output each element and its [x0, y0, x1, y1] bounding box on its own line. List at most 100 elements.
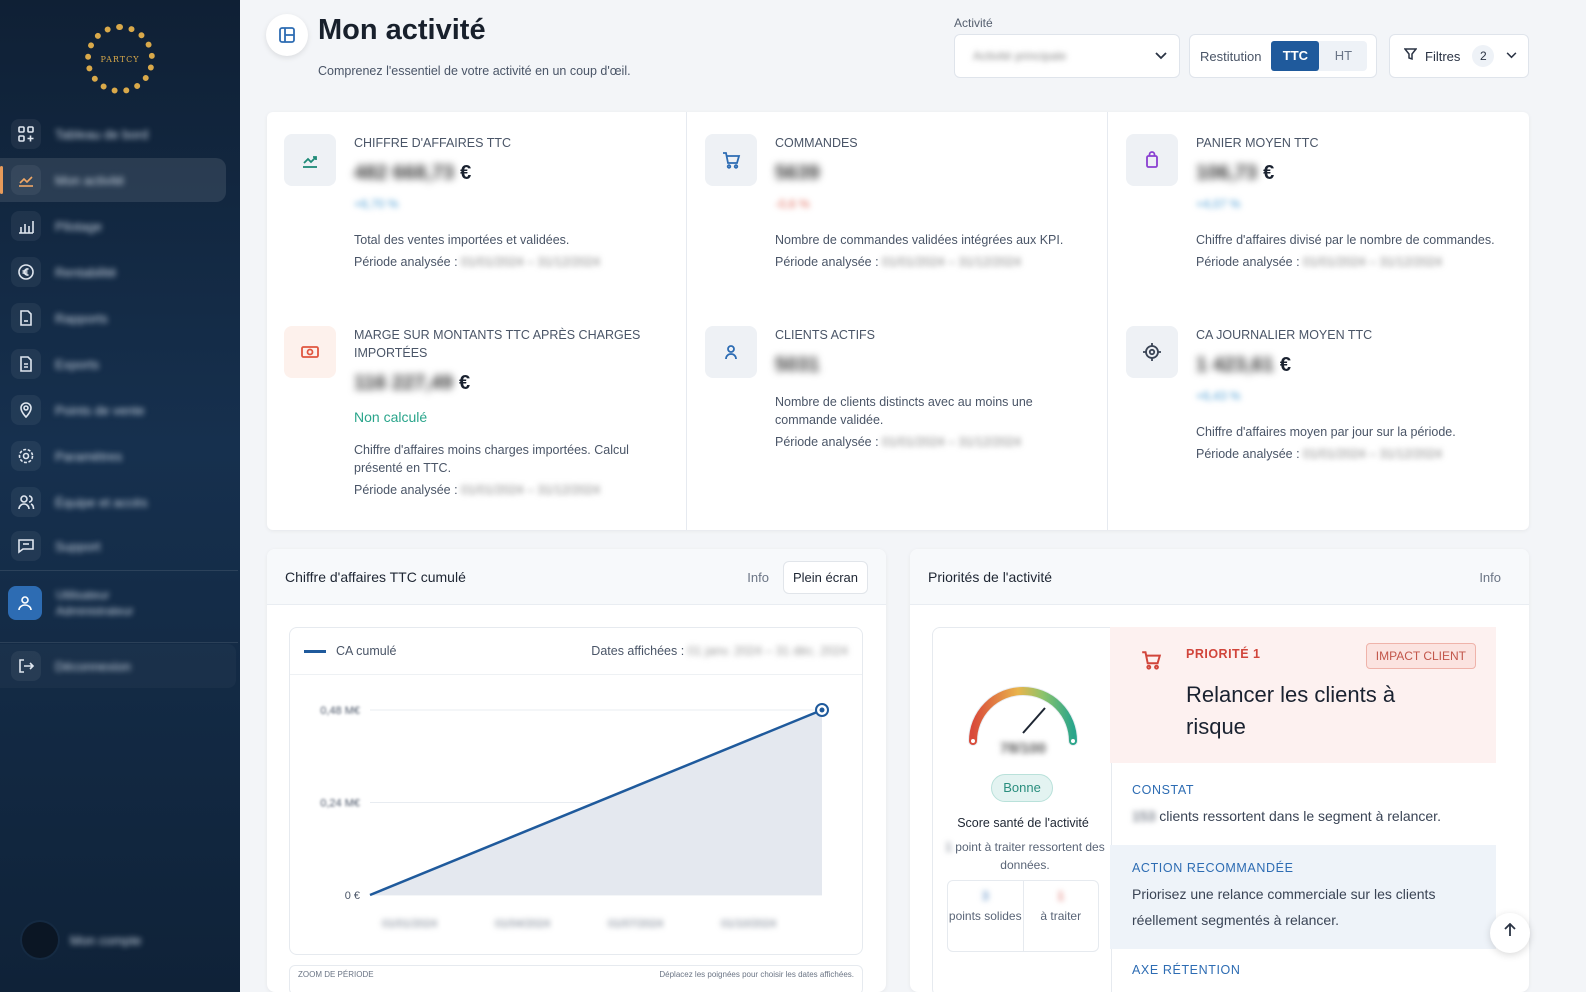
bar-chart-icon — [11, 211, 41, 241]
kpi-unit: € — [1279, 354, 1291, 376]
sidebar-item-rapports[interactable]: Rapports — [0, 296, 226, 340]
kpi-divider — [686, 112, 687, 530]
kpi-label: CA JOURNALIER MOYEN TTC — [1196, 328, 1373, 342]
user-name: Utilisateur — [56, 588, 110, 602]
kpi-value: 5639 — [775, 162, 820, 184]
score-stats: 3 points solides 1 à traiter — [947, 880, 1099, 952]
stat-todo-num: 1 — [1057, 889, 1065, 903]
cumulative-revenue-card: Chiffre d'affaires TTC cumulé Info Plein… — [267, 549, 886, 992]
kpi-label: CLIENTS ACTIFS — [775, 328, 876, 342]
period-zoom[interactable]: ZOOM DE PÉRIODE Déplacez les poignées po… — [289, 965, 863, 992]
logo-text: PARTCY — [100, 54, 140, 64]
kpi-description: Total des ventes importées et validées. — [354, 233, 570, 247]
sidebar-item-label: Rentabilité — [55, 264, 117, 280]
filters-count-badge: 2 — [1472, 45, 1495, 67]
constat-count: 153 — [1132, 808, 1156, 824]
dates-label: Dates affichées : — [591, 644, 685, 658]
zoom-hint: Déplacez les poignées pour choisir les d… — [659, 970, 854, 979]
sidebar-item-label: Points de vente — [55, 402, 145, 418]
y-tick-label: 0 € — [345, 890, 360, 902]
layout-icon — [266, 14, 308, 56]
trend-chart-icon — [284, 134, 336, 186]
fullscreen-button[interactable]: Plein écran — [782, 560, 868, 594]
score-sub-count: 1 — [945, 840, 952, 854]
chevron-down-icon — [1155, 47, 1167, 65]
activity-label: Activité — [954, 16, 993, 30]
kpi-description: Chiffre d'affaires divisé par le nombre … — [1196, 233, 1495, 247]
sidebar-item-support[interactable]: Support — [0, 524, 226, 568]
logout-button[interactable]: Déconnexion — [0, 644, 236, 688]
kpi-period: 01/01/2024 – 31/12/2024 — [461, 483, 601, 497]
sidebar-divider — [0, 570, 238, 571]
axe-title: AXE RÉTENTION — [1132, 963, 1241, 977]
sidebar-item-activity[interactable]: Mon activité — [0, 158, 226, 202]
grid-plus-icon — [11, 119, 41, 149]
chevron-down-icon — [1506, 51, 1517, 62]
kpi-panel: CHIFFRE D'AFFAIRES TTC 482 668,73 € +6,70… — [267, 112, 1529, 530]
sidebar-item-parametres[interactable]: Paramètres — [0, 434, 226, 478]
kpi-description: Chiffre d'affaires moyen par jour sur la… — [1196, 425, 1456, 439]
action-title: ACTION RECOMMANDÉE — [1132, 861, 1294, 875]
kpi-period: 01/01/2024 – 31/12/2024 — [461, 255, 601, 269]
bottom-user[interactable]: Mon compte — [22, 922, 142, 958]
chart-legend: CA cumulé — [304, 644, 396, 658]
cart-icon — [705, 134, 757, 186]
info-button[interactable]: Info — [1479, 569, 1501, 585]
info-button[interactable]: Info — [747, 569, 769, 585]
kpi-value: 482 668,73 — [354, 162, 455, 184]
kpi-period-label: Période analysée : — [1196, 447, 1300, 461]
sidebar-item-pilotage[interactable]: Pilotage — [0, 204, 226, 248]
kpi-value: 116 227,49 — [354, 372, 453, 394]
svg-text:78/100: 78/100 — [1000, 740, 1046, 757]
sidebar-item-dashboard[interactable]: Tableau de bord — [0, 112, 226, 156]
sidebar-item-label: Support — [55, 538, 101, 554]
kpi-divider — [1107, 112, 1108, 530]
sidebar-divider — [0, 642, 238, 643]
sidebar-item-equipe[interactable]: Équipe et accès — [0, 480, 226, 524]
user-role: Administrateur — [56, 604, 134, 618]
kpi-description: Nombre de clients distincts avec au moin… — [775, 395, 1033, 427]
brand-logo[interactable]: PARTCY — [85, 24, 155, 94]
sidebar-item-label: Rapports — [55, 310, 108, 326]
card-title: Priorités de l'activité — [928, 568, 1053, 585]
kpi-period: 01/01/2024 – 31/12/2024 — [1303, 255, 1443, 269]
sidebar-item-exports[interactable]: Exports — [0, 342, 226, 386]
kpi-period-label: Période analysée : — [775, 435, 879, 449]
kpi-trend: -0,6 % — [775, 197, 810, 211]
legend-label: CA cumulé — [336, 644, 397, 658]
health-gauge: 78/100 — [968, 686, 1078, 757]
stat-solid-num: 3 — [981, 889, 989, 903]
legend-swatch — [304, 649, 326, 653]
card-header: Priorités de l'activité Info — [910, 549, 1529, 605]
sidebar-user[interactable]: Utilisateur Administrateur — [8, 586, 133, 620]
scroll-top-button[interactable] — [1490, 913, 1530, 953]
user-icon — [8, 586, 42, 620]
kpi-description: Chiffre d'affaires moins charges importé… — [354, 443, 629, 475]
logout-label: Déconnexion — [55, 658, 131, 674]
score-sub-text: point à traiter ressortent des données. — [955, 840, 1105, 872]
activity-select[interactable]: Activité principale — [954, 34, 1180, 78]
sidebar-item-rentabilite[interactable]: Rentabilité — [0, 250, 226, 294]
impact-badge: IMPACT CLIENT — [1365, 643, 1476, 669]
filters-button[interactable]: Filtres 2 — [1389, 34, 1529, 78]
x-tick-label: 01/04/2024 — [495, 918, 550, 930]
kpi-period-label: Période analysée : — [354, 483, 458, 497]
score-subtitle: 1 point à traiter ressortent des données… — [945, 838, 1105, 874]
priorities-card: Priorités de l'activité Info 78/100 Bonn… — [910, 549, 1529, 992]
sidebar-item-points-de-vente[interactable]: Points de vente — [0, 388, 226, 432]
dates-value: 01 janv. 2024 – 31 déc. 2024 — [687, 644, 848, 658]
sidebar-item-label: Mon activité — [55, 172, 125, 188]
restitution-toggle: Restitution TTC HT — [1189, 34, 1377, 78]
sidebar-item-label: Pilotage — [55, 218, 102, 234]
toggle-ttc[interactable]: TTC — [1271, 41, 1320, 71]
toggle-ht[interactable]: HT — [1334, 48, 1353, 63]
sidebar-item-label: Exports — [55, 356, 100, 372]
kpi-label: CHIFFRE D'AFFAIRES TTC — [354, 136, 512, 150]
y-tick-label: 0,48 M€ — [320, 705, 360, 717]
kpi-period: 01/01/2024 – 31/12/2024 — [882, 435, 1022, 449]
file-icon — [11, 349, 41, 379]
users-icon — [11, 487, 41, 517]
constat-text: clients ressortent dans le segment à rel… — [1159, 808, 1441, 824]
area-chart[interactable]: 0 € 0,24 M€ 0,48 M€ 01/01/2024 01/04/2024 01/… — [290, 628, 864, 956]
x-tick-label: 01/10/2024 — [721, 918, 776, 930]
